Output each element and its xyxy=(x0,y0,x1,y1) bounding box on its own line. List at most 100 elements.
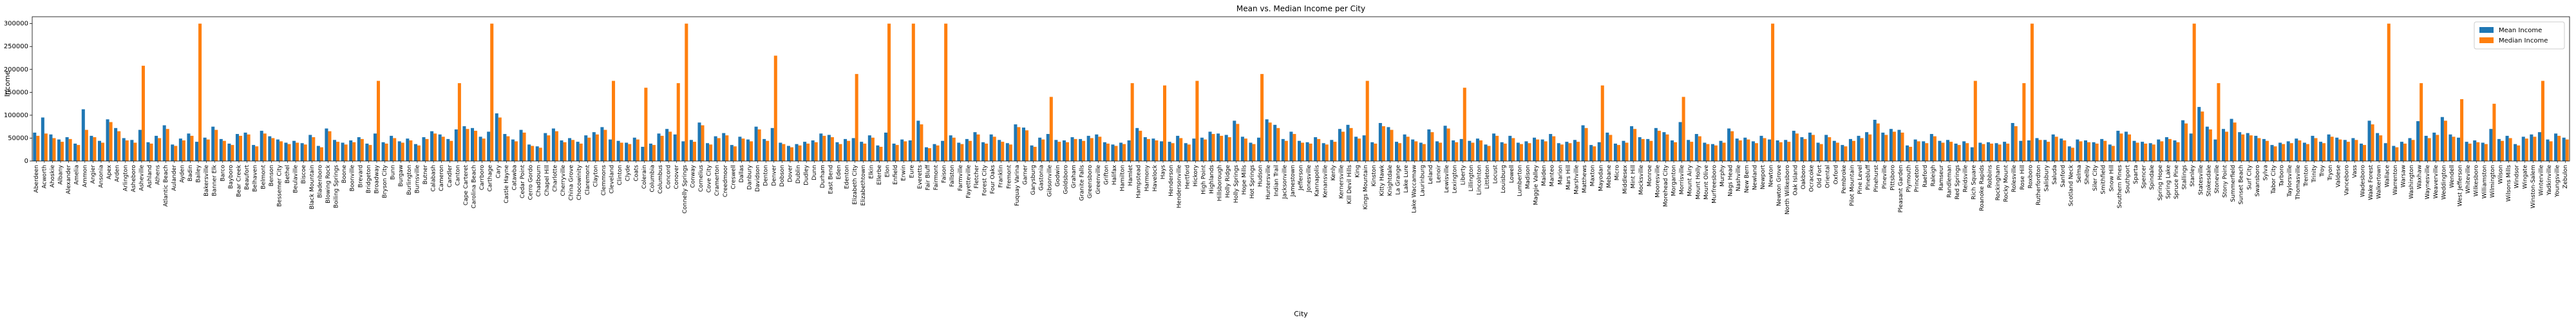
bar xyxy=(965,138,969,161)
x-tick-label: Beulaville xyxy=(293,165,299,193)
bar xyxy=(908,140,912,161)
bar xyxy=(989,134,993,161)
bar xyxy=(1681,97,1685,161)
bar xyxy=(1374,143,1378,161)
bar xyxy=(182,140,185,161)
bar xyxy=(644,88,648,161)
x-tick-label: Boiling Springs xyxy=(334,165,340,209)
bar xyxy=(717,138,721,161)
bar xyxy=(616,140,620,161)
x-tick-label: Reidsville xyxy=(1963,165,1969,193)
bar xyxy=(1314,137,1318,161)
bar xyxy=(2400,142,2403,161)
bar xyxy=(1589,145,1593,161)
bar xyxy=(571,140,575,161)
bar xyxy=(2436,135,2439,161)
bar xyxy=(1452,140,1455,161)
bar xyxy=(2476,142,2480,161)
bar xyxy=(1430,132,1434,161)
bar xyxy=(1119,142,1123,161)
bar xyxy=(806,143,810,161)
x-tick-label: Louisburg xyxy=(1501,165,1507,193)
x-tick-label: Lumberton xyxy=(1517,165,1523,196)
bar xyxy=(665,129,669,161)
x-tick-label: Waynesville xyxy=(2425,165,2431,200)
legend: Mean Income Median Income xyxy=(2474,21,2565,50)
bar xyxy=(1549,134,1553,161)
x-tick-label: Forest City xyxy=(982,164,989,196)
bar xyxy=(936,145,940,161)
x-tick-label: Fuquay Varina xyxy=(1014,165,1021,206)
bar xyxy=(2562,137,2566,161)
x-tick-label: China Grove xyxy=(569,165,575,201)
bar xyxy=(1046,134,1050,161)
x-tick-label: Monroe xyxy=(1647,165,1653,187)
x-tick-label: Catawba xyxy=(511,165,518,190)
bar xyxy=(2432,132,2436,161)
bar xyxy=(1965,143,1969,161)
x-tick-label: Rose Hill xyxy=(2020,165,2026,190)
bar xyxy=(697,122,701,161)
bar xyxy=(2241,134,2245,161)
bar xyxy=(1341,131,1345,161)
x-tick-label: Cove City xyxy=(706,164,713,193)
bar xyxy=(835,142,839,161)
bar xyxy=(1730,131,1734,161)
x-tick-label: Enfield xyxy=(893,165,899,185)
x-tick-label: Marshville xyxy=(1573,165,1580,194)
bar xyxy=(1654,128,1658,161)
x-tick-label: Wilkesboro xyxy=(2474,165,2480,197)
x-tick-label: Newland xyxy=(1752,165,1758,190)
x-tick-label: Tryon xyxy=(2327,165,2334,181)
bar xyxy=(1244,138,1247,161)
bar xyxy=(441,137,445,161)
x-tick-label: Statesville xyxy=(2198,165,2204,195)
bar xyxy=(1795,133,1799,161)
x-tick-label: Trenton xyxy=(2303,165,2309,187)
bar xyxy=(904,141,907,161)
y-tick-label: 250000 xyxy=(4,43,28,50)
bar xyxy=(1600,85,1604,161)
x-tick-label: Kenansville xyxy=(1322,165,1329,198)
bar xyxy=(1422,144,1426,161)
bar xyxy=(1989,143,1994,161)
bar xyxy=(1358,138,1361,161)
bar xyxy=(1616,145,1620,161)
bar xyxy=(68,138,72,161)
bar xyxy=(2060,138,2063,161)
bar xyxy=(2338,139,2342,161)
bar xyxy=(1528,143,1531,161)
x-tick-label: Plymouth xyxy=(1906,165,1913,192)
bar xyxy=(36,135,40,161)
x-tick-label: Youngsville xyxy=(2555,165,2561,198)
x-tick-label: Conover xyxy=(674,165,680,189)
bar xyxy=(579,143,583,161)
x-tick-label: Erwin xyxy=(901,165,907,181)
x-tick-label: Athens xyxy=(155,165,162,185)
bar xyxy=(1446,128,1450,161)
bar xyxy=(393,138,397,161)
bar xyxy=(352,142,356,161)
x-tick-label: Clayton xyxy=(592,165,599,187)
x-tick-label: Denver xyxy=(771,165,777,186)
bar xyxy=(1325,144,1329,161)
bar xyxy=(822,135,826,161)
x-tick-label: Garner xyxy=(1023,165,1029,185)
bar xyxy=(2420,83,2423,161)
bar xyxy=(1021,128,1026,161)
bar xyxy=(2079,141,2083,161)
bar xyxy=(2392,146,2396,161)
x-tick-label: Zebulon xyxy=(2562,165,2569,189)
bar xyxy=(1706,144,1710,161)
bar xyxy=(757,129,761,161)
x-tick-label: Creswell xyxy=(730,165,737,189)
x-tick-label: Liberty xyxy=(1460,164,1466,185)
bar xyxy=(1065,142,1069,161)
bar xyxy=(2265,140,2269,161)
bar xyxy=(1195,80,1199,161)
x-tick-label: Mebane xyxy=(1606,165,1613,188)
bar xyxy=(214,129,218,161)
bar xyxy=(933,144,936,161)
x-tick-label: Waxhaw xyxy=(2417,165,2423,189)
x-tick-label: Graham xyxy=(1071,165,1077,188)
